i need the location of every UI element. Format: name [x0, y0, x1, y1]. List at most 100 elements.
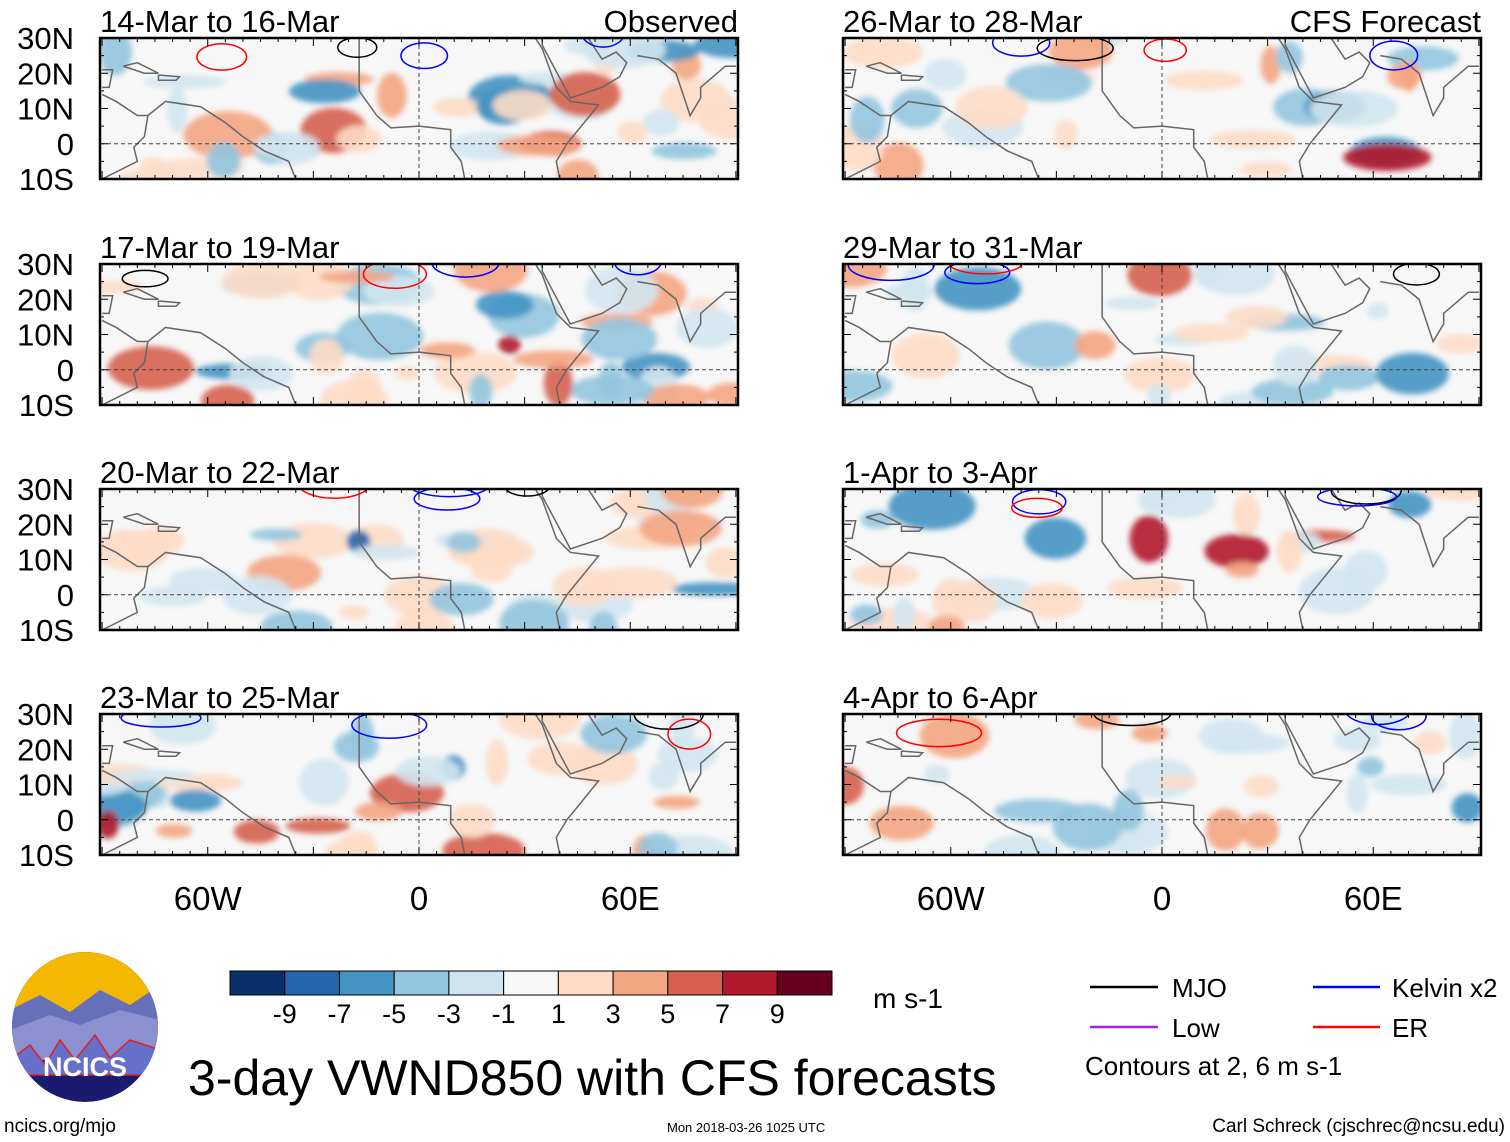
wind-anomaly	[934, 267, 1022, 311]
wind-anomaly	[260, 610, 333, 630]
x-axis-label: 0	[1153, 880, 1171, 917]
panel-title: 26-Mar to 28-Mar	[843, 4, 1082, 39]
wind-anomaly	[1333, 728, 1381, 753]
coastlines	[844, 714, 1479, 855]
y-axis-label: 10S	[19, 162, 74, 197]
wind-anomaly	[118, 168, 182, 179]
wind-anomaly	[475, 290, 534, 319]
panel-title: 14-Mar to 16-Mar	[100, 4, 339, 39]
wind-anomaly	[319, 379, 389, 405]
legend-label-er: ER	[1392, 1013, 1428, 1043]
wind-anomaly	[1213, 733, 1290, 754]
wind-anomaly	[651, 142, 717, 160]
wind-anomaly	[643, 109, 680, 137]
wind-anomaly	[617, 120, 649, 144]
wind-anomaly	[1370, 774, 1448, 796]
colorbar-label: 5	[660, 999, 675, 1029]
wind-anomaly	[888, 489, 976, 530]
wind-anomaly	[653, 795, 700, 809]
wind-anomaly	[1451, 793, 1481, 823]
colorbar-swatch	[229, 970, 286, 996]
wind-anomaly	[453, 264, 528, 293]
wind-anomaly	[1209, 130, 1296, 149]
colorbar-swatch	[503, 970, 559, 996]
y-axis-label: 20N	[17, 282, 74, 317]
wind-anomaly	[850, 563, 920, 587]
wind-anomaly	[843, 264, 887, 288]
wind-anomaly	[928, 615, 965, 630]
wind-anomaly	[100, 280, 144, 294]
wind-anomaly	[1164, 70, 1243, 91]
colorbar-swatch	[448, 970, 505, 996]
figure-title: 3-day VWND850 with CFS forecasts	[188, 1050, 997, 1106]
wind-anomaly	[1225, 305, 1288, 329]
wind-anomaly	[1021, 582, 1083, 619]
wind-anomaly	[1251, 378, 1334, 405]
wind-anomaly	[581, 38, 666, 69]
wind-anomaly	[107, 346, 194, 390]
wind-anomaly	[1240, 161, 1293, 178]
wind-anomaly	[1052, 803, 1123, 851]
contour	[991, 38, 1051, 57]
wind-anomaly	[660, 489, 724, 509]
y-axis-label: 30N	[17, 21, 74, 56]
wind-anomaly	[891, 88, 943, 128]
wind-anomaly	[499, 599, 569, 630]
wind-anomaly	[1272, 345, 1318, 387]
footer-url[interactable]: ncics.org/mjo	[4, 1116, 116, 1137]
wind-anomaly	[1276, 530, 1303, 573]
wind-anomaly	[569, 743, 638, 786]
wind-anomaly	[1005, 64, 1092, 102]
wind-anomaly	[598, 361, 624, 400]
wind-anomaly	[1104, 296, 1160, 311]
logo-text: NCICS	[43, 1052, 127, 1082]
wind-anomaly	[442, 832, 526, 855]
y-axis-label: 10N	[17, 92, 74, 127]
contour	[400, 42, 449, 70]
coastlines	[101, 38, 736, 179]
y-axis-label: 10N	[17, 318, 74, 353]
wind-anomaly	[843, 370, 893, 402]
wind-anomaly	[140, 157, 166, 170]
wind-anomaly	[432, 97, 483, 117]
wind-anomaly	[1413, 731, 1446, 755]
contour	[944, 264, 1011, 285]
coastlines	[101, 489, 736, 630]
colorbar-label: -7	[327, 999, 351, 1029]
contour	[413, 489, 481, 511]
wind-anomaly	[233, 819, 280, 844]
coastlines	[101, 714, 736, 855]
x-axis-label: 60E	[1344, 880, 1403, 917]
wind-anomaly	[339, 605, 370, 620]
wind-anomaly	[1054, 119, 1078, 150]
colorbar: -9 -7 -5 -3 -1 1 3 5 7 9	[229, 970, 833, 1029]
y-axis-label: 30N	[17, 247, 74, 282]
wind-anomaly	[253, 132, 320, 160]
wind-anomaly	[950, 580, 998, 623]
wind-anomaly	[1233, 492, 1260, 537]
contour	[351, 714, 428, 739]
wind-anomaly	[1436, 334, 1481, 354]
wind-anomaly	[250, 528, 303, 541]
wind-anomaly	[206, 773, 234, 787]
contour	[196, 43, 248, 71]
wind-anomaly	[891, 333, 961, 379]
wind-anomaly	[1424, 489, 1481, 501]
wind-anomaly	[1243, 775, 1280, 797]
contour	[431, 264, 500, 278]
colorbar-swatch	[667, 970, 724, 996]
wind-anomaly	[155, 823, 193, 838]
wind-anomaly	[1074, 714, 1120, 730]
contour	[1316, 489, 1398, 507]
wind-anomaly	[1193, 264, 1219, 289]
contour	[1011, 497, 1064, 519]
wind-anomaly	[873, 142, 924, 179]
wind-anomaly	[589, 611, 618, 630]
wind-anomaly	[581, 318, 658, 361]
y-axis-label: 30N	[17, 472, 74, 507]
contour	[411, 489, 488, 498]
y-axis-label: 10N	[17, 768, 74, 803]
